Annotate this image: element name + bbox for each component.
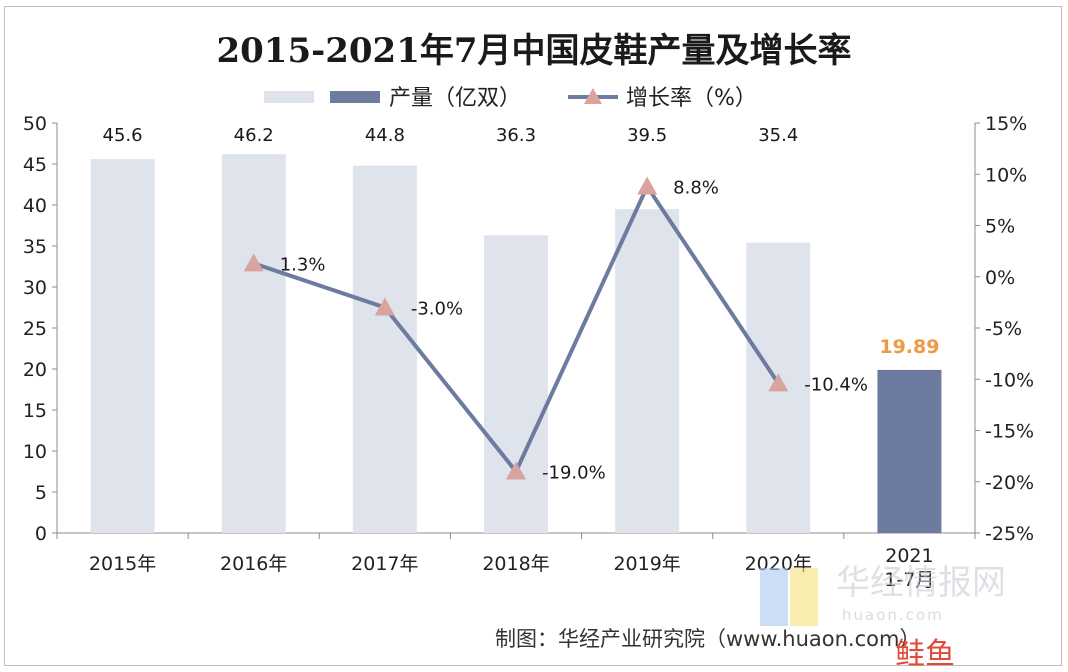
bar [484,235,548,533]
growth-point-marker [768,373,789,392]
growth-data-label: 8.8% [673,178,719,199]
y-left-tick-label: 40 [23,195,47,217]
growth-point-marker [243,253,264,272]
x-tick-label: 2016年 [220,553,287,575]
watermark-domain: huaon.com [842,606,944,624]
x-tick-label: 2019年 [613,553,680,575]
corner-watermark: 鲑鱼 [895,637,955,672]
x-axis-labels: 2015年 2016年 2017年 2018年 2019年 2020年 2021 1-7月 [89,545,935,591]
legend-marker-growth [584,88,602,104]
y-right-tick-label: -15% [985,421,1034,443]
growth-data-label: -10.4% [804,374,868,395]
y-right-tick-label: 5% [985,216,1015,238]
corner-watermark-text: 鲑鱼 [895,637,955,672]
bar-data-label: 36.3 [496,125,536,146]
y-right-tick-label: 0% [985,267,1015,289]
watermark-brand: 华经情报网 [836,563,1006,603]
bar-data-label: 44.8 [365,125,405,146]
legend-label-production: 产量（亿双） [389,86,521,111]
y-right-tick-label: 15% [985,113,1027,135]
bar-data-label: 39.5 [627,125,667,146]
y-left-tick-label: 35 [23,236,47,258]
legend: 产量（亿双） 增长率（%） [264,86,757,111]
chart-frame [4,6,1062,666]
y-left-tick-label: 50 [23,113,47,135]
growth-data-label: -3.0% [411,299,463,320]
bar-data-label: 46.2 [234,125,274,146]
x-tick-label: 2015年 [89,553,156,575]
watermark: 华经情报网 huaon.com [760,563,1006,626]
y-left-tick-label: 45 [23,154,47,176]
axes: 0 5 10 15 20 25 30 35 40 45 50 -25% -20% -15% -10% -5% 0… [23,113,1034,545]
watermark-logo-left [760,568,788,626]
y-right-tick-label: -20% [985,472,1034,494]
y-left-tick-label: 5 [35,482,47,504]
y-right-tick-label: -10% [985,369,1034,391]
growth-point-marker [637,176,658,195]
bar [615,209,680,533]
chart-credit: 制图：华经产业研究院（www.huaon.com） [495,627,920,651]
legend-swatch-production [330,91,380,103]
y-right-tick-label: 10% [985,164,1027,186]
growth-data-label: 1.3% [280,254,326,275]
bar-data-label: 45.6 [103,125,143,146]
bar [352,165,417,533]
y-left-tick-label: 20 [23,359,47,381]
y-left-tick-label: 15 [23,400,47,422]
watermark-logo-right [790,568,818,626]
bar [877,369,942,533]
y-right-tick-label: -25% [985,523,1034,545]
y-right-tick-label: -5% [985,318,1022,340]
growth-point-marker [374,297,395,316]
y-left-tick-label: 0 [35,523,47,545]
x-tick-label: 2021 1-7月 [884,545,934,591]
bar [90,159,155,533]
x-tick-label: 2017年 [351,553,418,575]
bar-data-label: 19.89 [879,336,939,358]
y-left-tick-label: 25 [23,318,47,340]
growth-data-label: -19.0% [542,463,606,484]
chart-title: 2015-2021年7月中国皮鞋产量及增长率 [216,31,851,71]
legend-swatch-production-light [264,91,314,103]
bar-data-label: 35.4 [758,125,798,146]
growth-point-marker [506,461,526,480]
bar [221,154,286,533]
bar-labels: 45.6 46.2 44.8 36.3 39.5 35.4 19.89 [103,125,940,358]
legend-label-growth: 增长率（%） [626,86,757,111]
y-left-tick-label: 10 [23,441,47,463]
growth-line-series: 1.3% -3.0% -19.0% 8.8% -10.4% [243,176,868,484]
y-left-tick-label: 30 [23,277,47,299]
x-tick-label: 2018年 [482,553,549,575]
